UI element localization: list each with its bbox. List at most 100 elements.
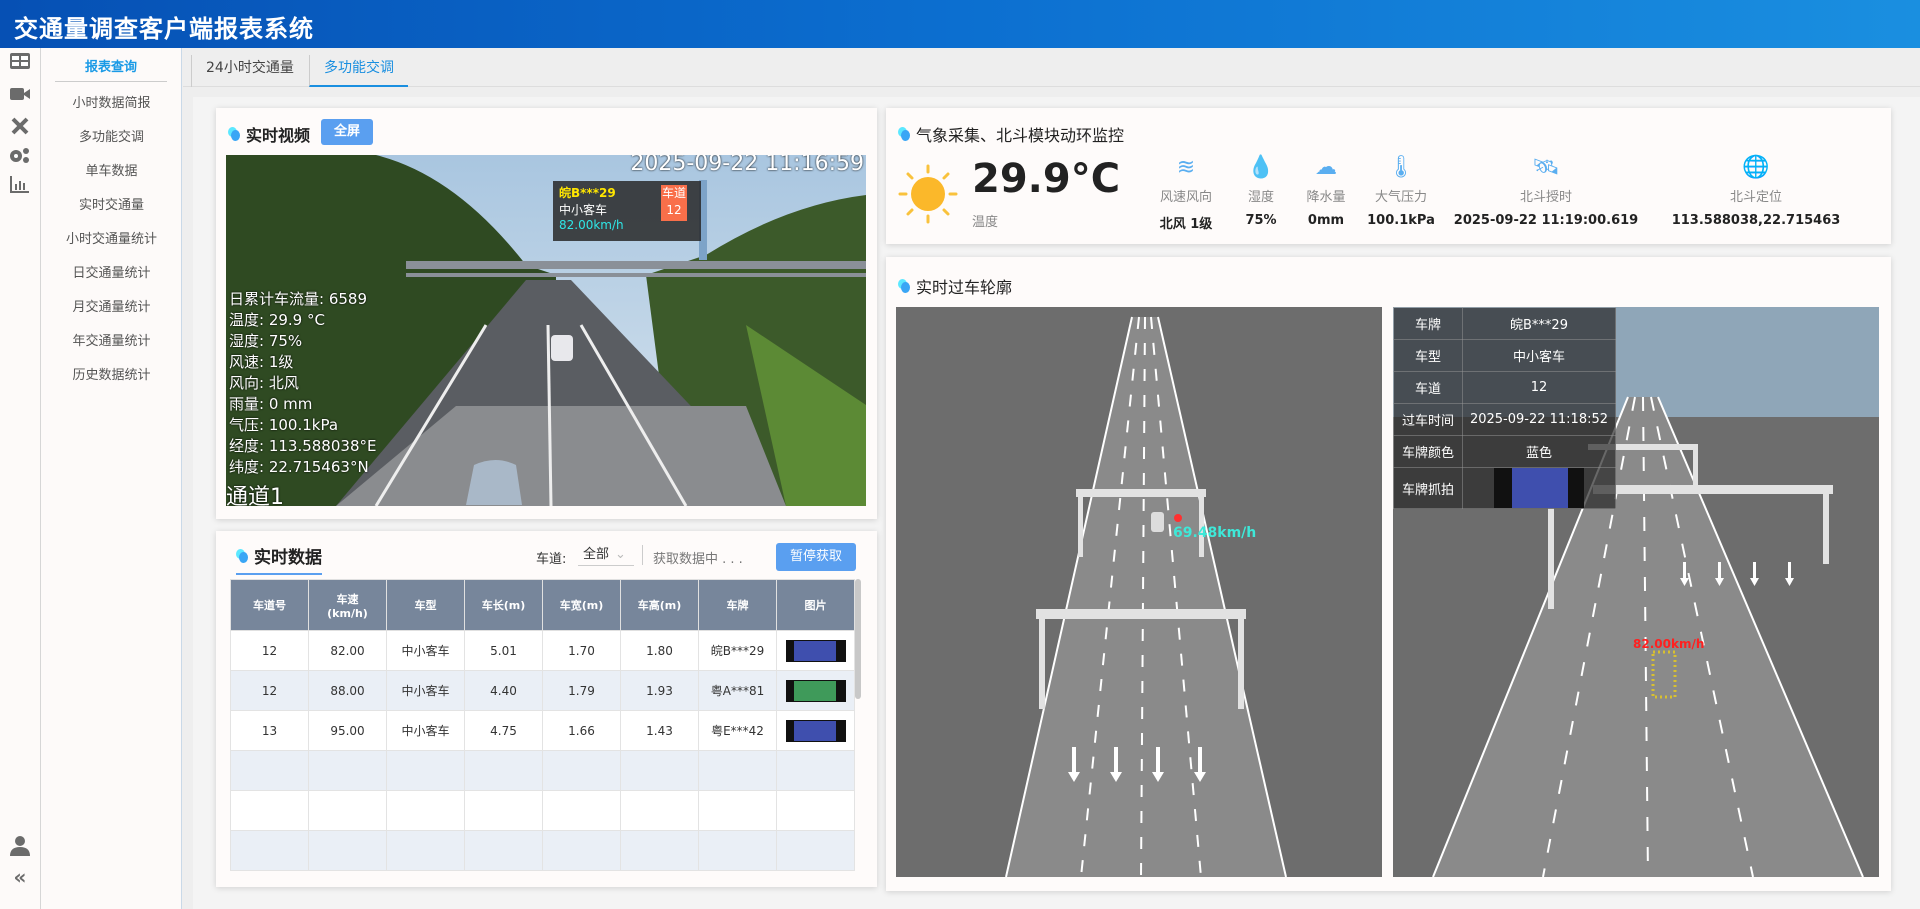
collapse-icon[interactable]: « — [13, 865, 27, 889]
outline-scene-left[interactable]: 69.48km/h — [896, 307, 1382, 877]
table-row[interactable]: 12 82.00 中小客车 5.01 1.70 1.80 皖B***29 — [230, 630, 855, 671]
weather-value: 113.588038,22.715463 — [1671, 213, 1841, 228]
plate-thumbnail[interactable] — [785, 679, 846, 702]
cell-plate — [698, 830, 777, 871]
video-feed[interactable]: 2025-09-22 11:16:59 皖B***29 中小客车 82.00km… — [226, 155, 866, 506]
cell-lane — [230, 750, 309, 791]
info-key: 过车时间 — [1393, 403, 1463, 436]
weather-item: ≋ 风速风向 北风 1级 — [1151, 154, 1221, 232]
menu-item-yearly-stats[interactable]: 年交通量统计 — [72, 334, 151, 349]
info-key: 车牌 — [1393, 307, 1463, 340]
weather-item: ☁ 降水量 0mm — [1301, 154, 1351, 228]
overlay-line: 湿度: 75% — [229, 332, 303, 350]
cell-plate: 粤A***81 — [698, 670, 777, 711]
table-row[interactable] — [230, 750, 855, 791]
menu-item-monthly-stats[interactable]: 月交通量统计 — [72, 300, 151, 315]
cell-plate — [698, 750, 777, 791]
plate-thumbnail[interactable] — [785, 639, 846, 662]
cell-image[interactable] — [776, 710, 855, 751]
table-row[interactable] — [230, 790, 855, 831]
thermometer-icon: 🌡 — [1387, 155, 1415, 180]
video-title: 实时视频 — [246, 126, 311, 145]
cell-type — [386, 830, 465, 871]
overlay-line: 风向: 北风 — [229, 374, 299, 392]
video-channel: 通道1 — [226, 485, 284, 506]
col-header: 车宽(m) — [542, 579, 621, 631]
tab-multifunction[interactable]: 多功能交调 — [309, 55, 408, 87]
cell-type — [386, 750, 465, 791]
bar-chart-icon[interactable] — [9, 175, 31, 197]
col-header: 车速 (km/h) — [308, 579, 387, 631]
fullscreen-button[interactable]: 全屏 — [321, 119, 373, 145]
cell-height: 1.43 — [620, 710, 699, 751]
lane-select[interactable]: 全部 ⌄ — [578, 544, 634, 566]
settings-gears-icon[interactable] — [9, 146, 31, 168]
cell-height — [620, 750, 699, 791]
cell-lane — [230, 790, 309, 831]
lane-label: 车道: — [536, 552, 567, 567]
divider — [642, 545, 643, 565]
table-row[interactable]: 13 95.00 中小客车 4.75 1.66 1.43 粤E***42 — [230, 710, 855, 751]
info-row: 车牌抓拍 — [1393, 467, 1616, 509]
weather-label: 风速风向 — [1159, 190, 1212, 205]
weather-card: 气象采集、北斗模块动环监控 29.9°C 温度 ≋ 风速风向 北风 1级 💧 湿度 75%… — [886, 108, 1891, 244]
pause-fetch-button[interactable]: 暂停获取 — [776, 543, 856, 571]
popup-lane-value: 12 — [666, 203, 682, 217]
cell-length: 4.75 — [464, 710, 543, 751]
weather-item: 🌡 大气压力 100.1kPa — [1359, 154, 1443, 228]
cell-height: 1.80 — [620, 630, 699, 671]
tab-24h-traffic[interactable]: 24小时交通量 — [191, 55, 308, 87]
menu-item-single-vehicle[interactable]: 单车数据 — [85, 164, 138, 179]
plate-thumbnail[interactable] — [785, 719, 846, 742]
tools-icon[interactable] — [9, 116, 31, 138]
menu-item-daily-stats[interactable]: 日交通量统计 — [72, 266, 151, 281]
cell-length: 4.40 — [464, 670, 543, 711]
vehicle-info-table: 车牌 皖B***29 车型 中小客车 车道 12 过车时间 2025-09-22 11:18:… — [1393, 307, 1616, 509]
menu-item-history-stats[interactable]: 历史数据统计 — [72, 368, 151, 383]
weather-label: 湿度 — [1247, 190, 1274, 205]
right-speed-label: 82.00km/h — [1633, 637, 1704, 651]
cell-length — [464, 750, 543, 791]
info-value: 12 — [1462, 371, 1616, 404]
table-row[interactable]: 12 88.00 中小客车 4.40 1.79 1.93 粤A***81 — [230, 670, 855, 711]
temperature-value: 29.9°C — [972, 156, 1121, 202]
cell-height — [620, 830, 699, 871]
overlay-line: 温度: 29.9 °C — [229, 311, 325, 329]
sun-icon — [898, 164, 958, 224]
cell-plate — [698, 790, 777, 831]
cell-type: 中小客车 — [386, 630, 465, 671]
cell-type: 中小客车 — [386, 710, 465, 751]
menu-item-multifunction[interactable]: 多功能交调 — [78, 130, 144, 145]
weather-value: 100.1kPa — [1367, 213, 1435, 228]
cell-speed: 88.00 — [308, 670, 387, 711]
overlay-line: 经度: 113.588038°E — [229, 437, 377, 455]
cell-image[interactable] — [776, 630, 855, 671]
cell-length: 5.01 — [464, 630, 543, 671]
cell-width: 1.70 — [542, 630, 621, 671]
cell-image[interactable] — [776, 750, 855, 791]
realtime-data-table: 车道号 车速 (km/h) 车型 车长(m) 车宽(m) 车高(m) 车牌 图片 12 82.0… — [230, 579, 855, 871]
video-camera-icon[interactable] — [9, 85, 31, 107]
col-header: 车型 — [386, 579, 465, 631]
table-row[interactable] — [230, 830, 855, 871]
col-header: 车牌 — [698, 579, 777, 631]
globe-icon: 🌐 — [1742, 155, 1770, 180]
plate-snapshot[interactable] — [1462, 467, 1616, 509]
cell-plate: 皖B***29 — [698, 630, 777, 671]
cell-image[interactable] — [776, 790, 855, 831]
cell-type: 中小客车 — [386, 670, 465, 711]
dashboard-icon[interactable] — [9, 52, 31, 74]
fetch-status: 获取数据中 . . . — [653, 552, 743, 567]
cell-speed — [308, 750, 387, 791]
overlay-line: 风速: 1级 — [229, 353, 294, 371]
overlay-line: 日累计车流量: 6589 — [229, 290, 367, 308]
menu-item-realtime-traffic[interactable]: 实时交通量 — [78, 198, 144, 213]
menu-item-hourly-brief[interactable]: 小时数据简报 — [72, 96, 151, 111]
cell-image[interactable] — [776, 670, 855, 711]
overlay-line: 气压: 100.1kPa — [229, 416, 339, 434]
user-icon[interactable] — [9, 835, 31, 857]
table-scrollbar[interactable] — [855, 579, 861, 699]
cell-image[interactable] — [776, 830, 855, 871]
video-overlay-stats: 日累计车流量: 6589 温度: 29.9 °C 湿度: 75% 风速: 1级 风向: … — [229, 289, 376, 478]
menu-item-hourly-stats[interactable]: 小时交通量统计 — [65, 232, 157, 247]
